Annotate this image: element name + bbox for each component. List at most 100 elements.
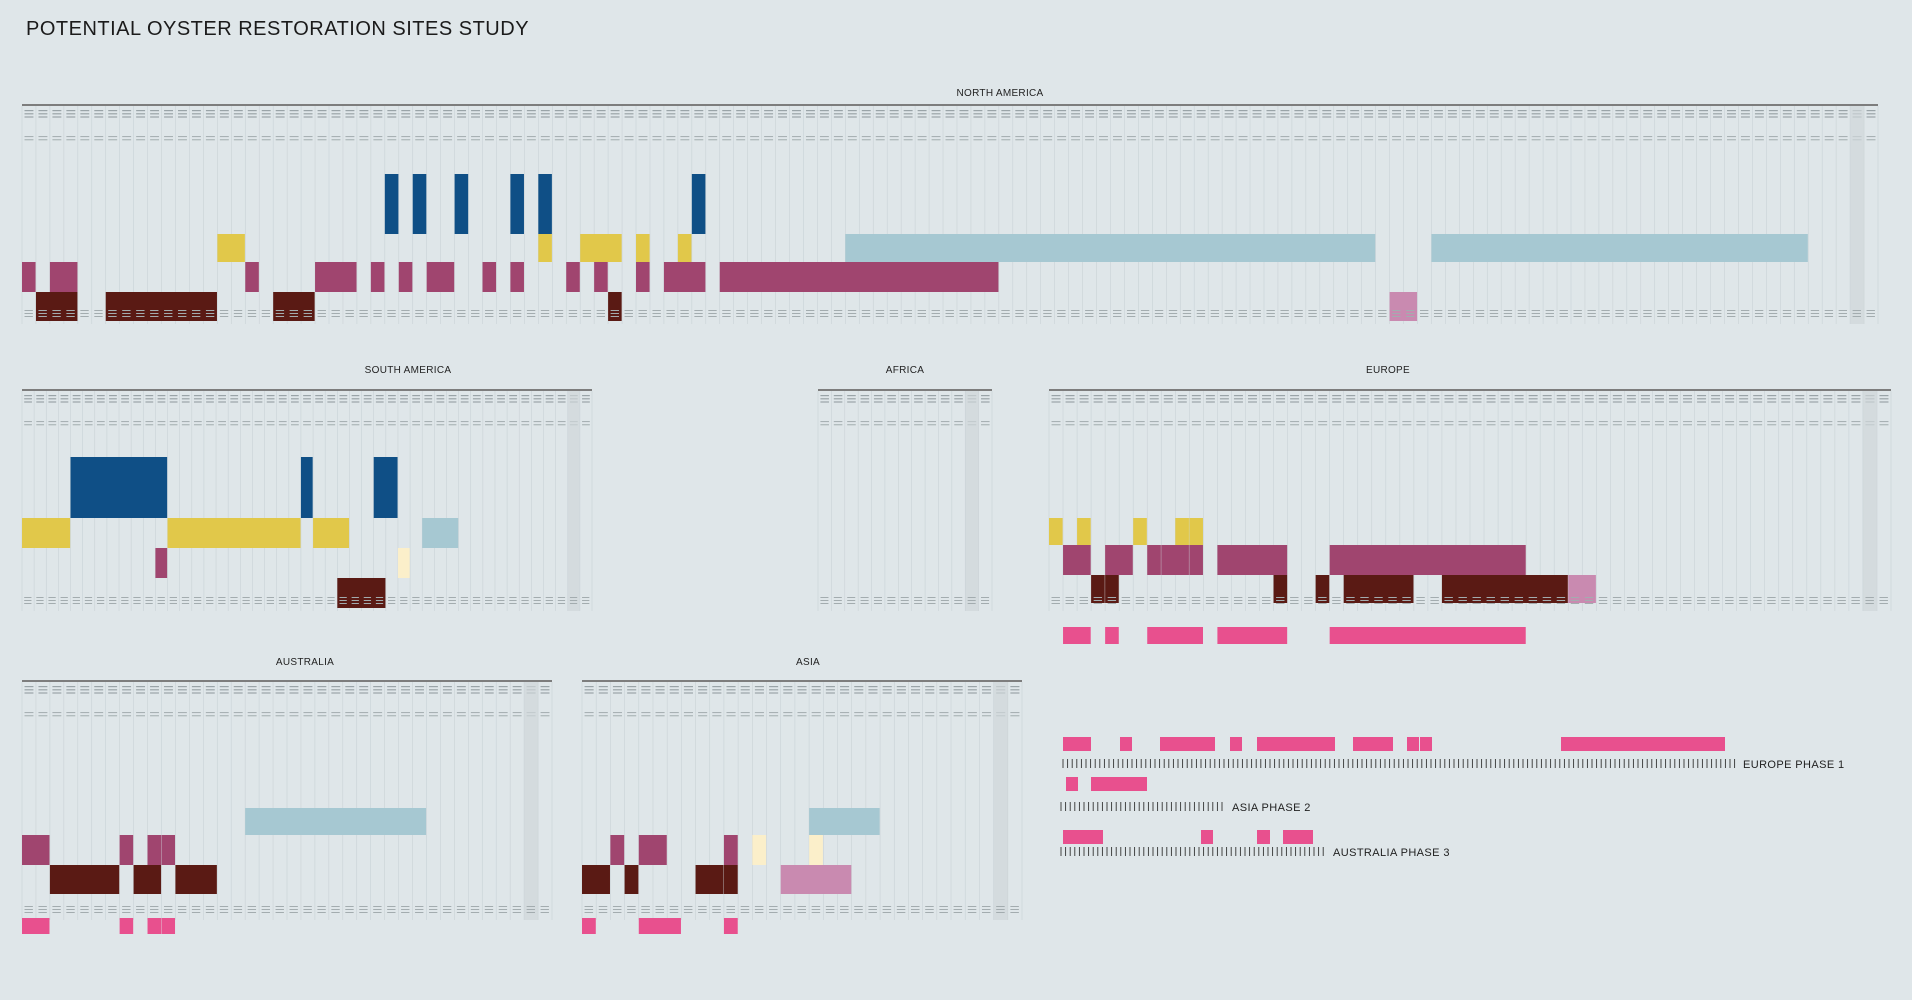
column-species-hint — [363, 424, 372, 426]
column-footer-hint — [456, 909, 466, 910]
column-species-hint — [1824, 136, 1834, 138]
column-species-hint — [218, 421, 226, 423]
column-footer-hint — [819, 310, 829, 311]
column-footer-hint — [860, 603, 869, 604]
column-footer-hint — [38, 310, 47, 311]
column-footer-hint — [1528, 597, 1538, 598]
column-footer-hint — [1458, 597, 1467, 598]
column-header-hint — [460, 398, 469, 400]
column-species-hint — [750, 136, 760, 138]
column-footer-hint — [247, 316, 257, 317]
column-header-hint — [429, 113, 439, 115]
column-header-hint — [783, 686, 793, 688]
column-species-hint — [1406, 139, 1415, 141]
column-footer-hint — [233, 909, 243, 910]
column-species-hint — [1444, 421, 1454, 423]
column-header-hint — [953, 689, 963, 691]
column-header-hint — [1126, 110, 1136, 112]
column-species-hint — [1866, 136, 1876, 138]
column-footer-hint — [1739, 603, 1748, 604]
column-header-hint — [1126, 116, 1136, 118]
column-header-hint — [875, 113, 885, 115]
column-species-hint — [521, 421, 530, 423]
column-header-hint — [108, 692, 118, 694]
column-footer-hint — [1517, 316, 1527, 317]
column-footer-hint — [940, 597, 949, 598]
column-footer-hint — [624, 310, 633, 311]
column-footer-hint — [193, 603, 202, 604]
column-header-hint — [1126, 113, 1136, 115]
column-header-hint — [1754, 116, 1764, 118]
column-header-hint — [1262, 401, 1272, 403]
column-species-hint — [233, 136, 243, 138]
column-species-hint — [387, 715, 397, 717]
column-species-hint — [1584, 421, 1594, 423]
column-header-hint — [412, 401, 421, 403]
column-footer-hint — [694, 310, 703, 311]
column-footer-hint — [1615, 310, 1624, 311]
column-header-hint — [1433, 116, 1443, 118]
column-species-hint — [191, 715, 201, 717]
column-species-hint — [415, 136, 425, 138]
column-species-hint — [509, 421, 518, 423]
column-header-hint — [840, 689, 850, 691]
column-header-hint — [1085, 116, 1095, 118]
column-footer-hint — [1154, 313, 1164, 314]
column-footer-hint — [914, 597, 923, 598]
column-species-hint — [484, 715, 494, 717]
column-footer-hint — [596, 310, 606, 311]
column-species-hint — [233, 139, 243, 141]
column-species-hint — [1739, 421, 1749, 423]
column-footer-hint — [1318, 603, 1327, 604]
column-footer-hint — [1093, 603, 1103, 604]
column-header-hint — [48, 395, 57, 397]
column-header-hint — [497, 401, 505, 403]
column-species-hint — [428, 715, 438, 717]
column-header-hint — [1612, 401, 1622, 403]
column-species-hint — [219, 712, 229, 714]
column-footer-hint — [638, 313, 647, 314]
column-footer-hint — [1542, 597, 1552, 598]
column-species-hint — [359, 715, 369, 717]
column-species-hint — [1584, 424, 1594, 426]
column-footer-hint — [940, 600, 949, 601]
column-species-hint — [1711, 424, 1721, 426]
column-header-hint — [1360, 401, 1370, 403]
column-footer-hint — [1238, 310, 1247, 311]
column-header-hint — [289, 116, 299, 118]
yellow-site-bar — [1049, 518, 1063, 545]
column-species-hint — [275, 139, 285, 141]
column-footer-hint — [1205, 597, 1215, 598]
column-species-hint — [136, 136, 146, 138]
column-footer-hint — [698, 909, 707, 910]
column-header-hint — [1252, 116, 1262, 118]
column-header-hint — [873, 395, 883, 397]
column-species-hint — [900, 421, 910, 423]
column-header-hint — [1430, 395, 1440, 397]
column-footer-hint — [1126, 316, 1136, 317]
column-footer-hint — [1322, 316, 1331, 317]
column-header-hint — [509, 395, 518, 397]
pink-site-bar — [1147, 627, 1203, 644]
column-header-hint — [472, 401, 481, 403]
column-species-hint — [833, 139, 843, 141]
column-footer-hint — [1332, 603, 1341, 604]
column-footer-hint — [582, 603, 590, 604]
column-footer-hint — [1447, 313, 1457, 314]
column-header-hint — [178, 116, 187, 118]
column-footer-hint — [959, 316, 968, 317]
column-header-hint — [331, 113, 341, 115]
purple-site-bar — [594, 262, 608, 292]
column-footer-hint — [769, 906, 778, 907]
column-footer-hint — [24, 597, 32, 598]
column-footer-hint — [1517, 313, 1527, 314]
column-header-hint — [533, 401, 542, 403]
column-species-hint — [1531, 136, 1541, 138]
column-species-hint — [521, 424, 530, 426]
column-footer-hint — [181, 600, 190, 601]
column-header-hint — [275, 113, 285, 115]
column-species-hint — [1280, 139, 1290, 141]
column-species-hint — [1626, 424, 1636, 426]
column-footer-hint — [1657, 313, 1666, 314]
column-header-hint — [1360, 395, 1370, 397]
